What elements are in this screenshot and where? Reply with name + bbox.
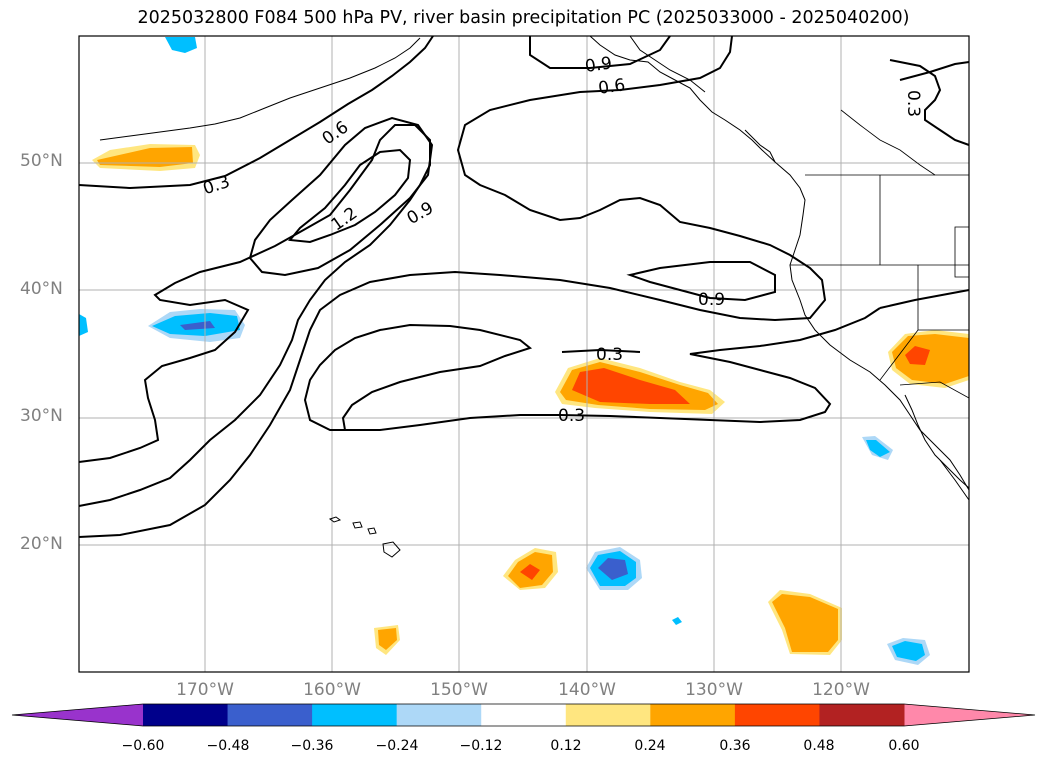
- border-alaska-canada: [840, 109, 936, 176]
- coast-alaska-canada: [589, 35, 970, 491]
- lon-label-120w: 120°W: [812, 680, 870, 700]
- lon-label-170w: 170°W: [176, 680, 234, 700]
- contour-label: 0.3: [558, 406, 585, 426]
- border-us-mexico: [899, 381, 970, 399]
- contour-0.3-ne2: [899, 61, 970, 81]
- patch-blue-37n-core: [180, 321, 215, 330]
- contour-label: 0.6: [597, 75, 627, 99]
- colorbar-tick: 0.24: [634, 738, 666, 754]
- patch-blue-top: [165, 37, 197, 53]
- contour-0.3-tail: [561, 348, 641, 353]
- colorbar-tick: −0.24: [375, 738, 419, 754]
- lon-label-150w: 150°W: [430, 680, 488, 700]
- colorbar-segment: [650, 704, 736, 726]
- contour-0.3-south: [78, 124, 431, 507]
- coast-islands: [744, 129, 776, 163]
- colorbar-outline: [11, 703, 1036, 727]
- patch-east-orange: [892, 334, 969, 384]
- lon-label-160w: 160°W: [303, 680, 361, 700]
- contour-0.9-east: [626, 261, 776, 302]
- patch-blue-baja-core: [866, 440, 890, 457]
- contour-0.3-central-b: [345, 307, 881, 431]
- coast-aleutians: [99, 37, 421, 141]
- colorbar-tick: 0.36: [719, 738, 751, 754]
- coast-baja: [904, 394, 970, 489]
- coast-alaska-inner: [629, 35, 706, 93]
- coastlines: [99, 35, 970, 558]
- coast-hawaii-small1: [328, 516, 342, 523]
- contour-0.3-lower: [78, 35, 827, 538]
- coast-hawaii-big: [382, 541, 401, 558]
- colorbar-segment: [143, 704, 229, 726]
- patch-14n-orange: [772, 594, 838, 652]
- contour-0.3-east: [879, 289, 970, 309]
- colorbar-segment: [819, 704, 905, 726]
- contour-0.3-central: [303, 323, 533, 431]
- border-state-lines: [879, 175, 970, 381]
- colorbar-tick: 0.12: [550, 738, 582, 754]
- pv-contours: [78, 35, 970, 538]
- colorbar-tick: −0.36: [290, 738, 334, 754]
- plot-frame: [78, 35, 970, 673]
- colorbar-tick: 0.60: [888, 738, 920, 754]
- map-title: 2025032800 F084 500 hPa PV, river basin …: [137, 8, 910, 28]
- patch-blue-lr: [892, 641, 925, 661]
- contour-1.2: [288, 148, 412, 244]
- lat-label-40n: 40°N: [20, 279, 63, 299]
- colorbar-segment: [312, 704, 398, 726]
- lat-label-30n: 30°N: [20, 406, 63, 426]
- colorbar-segment: [481, 704, 567, 726]
- colorbar-segment: [227, 704, 313, 726]
- lat-label-50n: 50°N: [20, 151, 63, 171]
- graticule: [79, 36, 969, 672]
- colorbar-extend-left: [12, 704, 143, 726]
- patch-18n-blue-core: [598, 558, 628, 580]
- colorbar-tick: −0.12: [459, 738, 503, 754]
- colorbar-tick: 0.48: [803, 738, 835, 754]
- colorbar-segment: [734, 704, 820, 726]
- patch-tiny-blue: [672, 617, 682, 625]
- colorbar: [11, 703, 1036, 727]
- colorbar-segment: [565, 704, 651, 726]
- lon-label-130w: 130°W: [685, 680, 743, 700]
- colorbar-extend-right: [904, 704, 1035, 726]
- political-borders: [790, 109, 970, 399]
- contour-0.3-outer: [78, 35, 434, 190]
- lat-label-20n: 20°N: [20, 534, 63, 554]
- coast-mexico: [939, 459, 970, 501]
- colorbar-segment: [396, 704, 482, 726]
- patch-blue-edge: [79, 314, 88, 336]
- precip-patches: [79, 37, 969, 665]
- contour-label: 0.3: [596, 345, 623, 365]
- coast-hawaii-small2: [352, 521, 363, 529]
- coast-hawaii-small3: [367, 527, 377, 535]
- colorbar-tick: −0.48: [206, 738, 250, 754]
- patch-18n-red: [520, 564, 540, 580]
- contour-0.9-west: [248, 116, 434, 277]
- patch-orange-155w: [378, 628, 397, 650]
- patch-orange-50n: [97, 147, 193, 167]
- contour-0.6-inner-top: [529, 35, 671, 69]
- contour-label: 0.3: [903, 90, 923, 117]
- contour-label: 0.9: [584, 53, 614, 77]
- patch-east-red: [905, 346, 930, 365]
- colorbar-tick: −0.60: [121, 738, 165, 754]
- contour-0.3-ne: [889, 59, 970, 146]
- lon-label-140w: 140°W: [558, 680, 616, 700]
- contour-label: 0.9: [698, 290, 725, 310]
- patch-central-red: [572, 368, 690, 404]
